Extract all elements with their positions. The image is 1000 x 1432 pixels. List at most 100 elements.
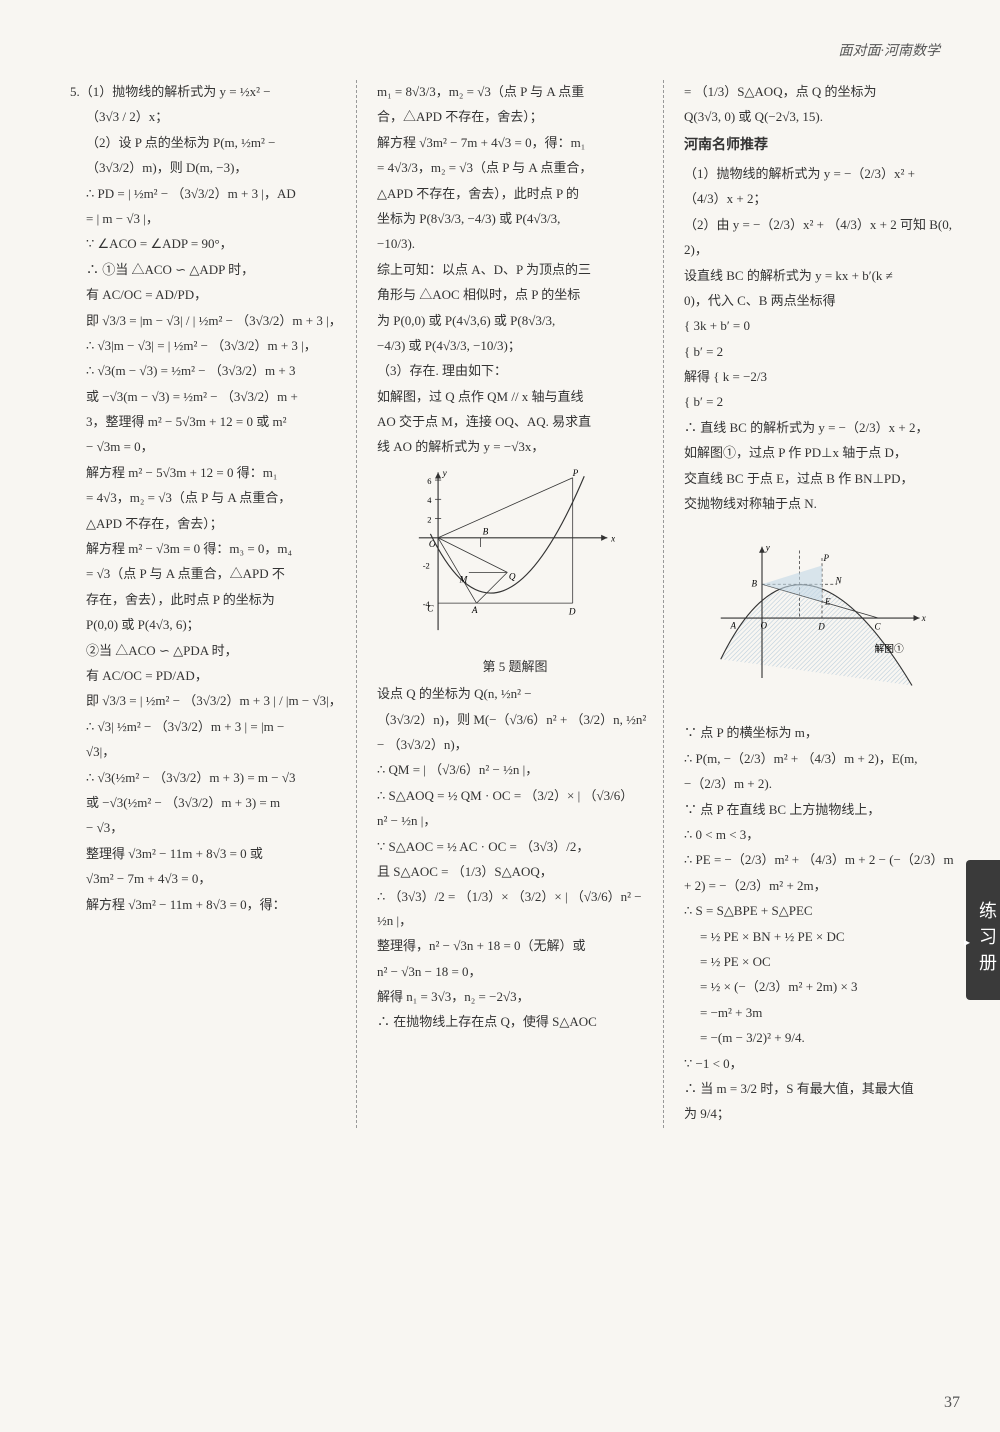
text-line: 为 P(0,0) 或 P(4√3,6) 或 P(8√3/3,: [377, 309, 653, 332]
text-line: 整理得，n² − √3n + 18 = 0（无解）或: [377, 934, 653, 957]
svg-text:Q: Q: [509, 571, 516, 581]
text-line: 即 √3/3 = |m − √3| / | ½m² − （3√3/2）m + 3…: [70, 309, 346, 332]
text-line: ∴ 直线 BC 的解析式为 y = −（2/3）x + 2，: [684, 416, 960, 439]
section-header: 河南名师推荐: [684, 133, 960, 158]
column-3: = （1/3）S△AOQ，点 Q 的坐标为 Q(3√3, 0) 或 Q(−2√3…: [674, 80, 970, 1128]
text-line: 或 −√3(m − √3) = ½m² − （3√3/2）m +: [70, 385, 346, 408]
text-line: 坐标为 P(8√3/3, −4/3) 或 P(4√3/3,: [377, 207, 653, 230]
text-line: − √3，: [70, 816, 346, 839]
text-line: 0)，代入 C、B 两点坐标得: [684, 289, 960, 312]
text-line: ∴ S = S△BPE + S△PEC: [684, 899, 960, 922]
text-line: 有 AC/OC = AD/PD，: [70, 283, 346, 306]
text-line: = ½ PE × OC: [684, 950, 960, 973]
svg-text:解图①: 解图①: [875, 642, 904, 655]
svg-text:6: 6: [427, 476, 431, 486]
text-line: 解方程 m² − 5√3m + 12 = 0 得：m₁: [70, 461, 346, 484]
text-line: ∴ √3| ½m² − （3√3/2）m + 3 | = |m −: [70, 715, 346, 738]
text-line: ②当 △ACO ∽ △PDA 时，: [70, 639, 346, 662]
svg-text:x: x: [610, 533, 615, 543]
text-line: ∴ QM = | （√3/6）n² − ½n |，: [377, 758, 653, 781]
text-line: △APD 不存在，舍去）；: [70, 512, 346, 535]
page-number: 37: [944, 1394, 960, 1412]
svg-text:P: P: [572, 468, 579, 478]
text-line: 有 AC/OC = PD/AD，: [70, 664, 346, 687]
text-line: ∴ PE = −（2/3）m² + （4/3）m + 2 − (−（2/3）m: [684, 848, 960, 871]
text-line: （2）设 P 点的坐标为 P(m, ½m² −: [70, 131, 346, 154]
text-line: { 3k + b′ = 0: [684, 314, 960, 337]
graph-caption: 第 5 题解图: [377, 655, 653, 678]
text-line: 线 AO 的解析式为 y = −√3x，: [377, 435, 653, 458]
svg-text:O: O: [761, 621, 768, 631]
text-line: = （1/3）S△AOQ，点 Q 的坐标为: [684, 80, 960, 103]
svg-text:D: D: [568, 607, 576, 617]
svg-text:C: C: [875, 622, 882, 632]
text-line: = −(m − 3/2)² + 9/4.: [684, 1026, 960, 1049]
text-line: 合，△APD 不存在，舍去）；: [377, 105, 653, 128]
text-line: 解方程 √3m² − 11m + 8√3 = 0，得：: [70, 893, 346, 916]
svg-text:A: A: [471, 605, 478, 615]
text-line: ∴ PD = | ½m² − （3√3/2）m + 3 |，AD: [70, 182, 346, 205]
text-line: ∵ 点 P 的横坐标为 m，: [684, 721, 960, 744]
text-line: ∵ ∠ACO = ∠ADP = 90°，: [70, 232, 346, 255]
svg-text:y: y: [442, 468, 448, 478]
text-line: 交直线 BC 于点 E，过点 B 作 BN⊥PD，: [684, 467, 960, 490]
text-line: m₁ = 8√3/3，m₂ = √3（点 P 与 A 点重: [377, 80, 653, 103]
text-line: √3|，: [70, 740, 346, 763]
solution-graph-1: x y A O D C B E N P 解图①: [717, 523, 927, 713]
text-line: ∴ S△AOQ = ½ QM · OC = （3/2）× | （√3/6）: [377, 784, 653, 807]
text-line: 解方程 m² − √3m = 0 得：m₃ = 0，m₄: [70, 537, 346, 560]
side-tab-label: 练习册: [977, 901, 997, 979]
text-line: n² − ½n |，: [377, 809, 653, 832]
svg-text:A: A: [730, 621, 737, 631]
text-line: ∵ S△AOC = ½ AC · OC = （3√3）/2，: [377, 835, 653, 858]
text-line: = | m − √3 |，: [70, 207, 346, 230]
text-line: 且 S△AOC = （1/3）S△AOQ，: [377, 860, 653, 883]
text-line: 存在，舍去），此时点 P 的坐标为: [70, 588, 346, 611]
text-line: 为 9/4；: [684, 1102, 960, 1125]
text-line: − √3m = 0，: [70, 435, 346, 458]
text-line: 即 √3/3 = | ½m² − （3√3/2）m + 3 | / |m − √…: [70, 689, 346, 712]
text-line: −10/3).: [377, 232, 653, 255]
text-line: （3√3/2）m)，则 D(m, −3)，: [70, 156, 346, 179]
text-line: ∴ ①当 △ACO ∽ △ADP 时，: [70, 258, 346, 281]
text-line: （2）由 y = −（2/3）x² + （4/3）x + 2 可知 B(0,: [684, 213, 960, 236]
text-line: = 4√3/3，m₂ = √3（点 P 与 A 点重合，: [377, 156, 653, 179]
chevron-right-icon: ▸: [959, 884, 974, 1000]
svg-text:O: O: [429, 539, 436, 549]
text-line: ∵ 点 P 在直线 BC 上方抛物线上，: [684, 798, 960, 821]
text-line: 整理得 √3m² − 11m + 8√3 = 0 或: [70, 842, 346, 865]
text-line: （3√3 / 2）x；: [70, 105, 346, 128]
text-line: ∴ √3|m − √3| = | ½m² − （3√3/2）m + 3 |，: [70, 334, 346, 357]
svg-text:x: x: [921, 613, 926, 623]
column-1: 5.（1）抛物线的解析式为 y = ½x² − （3√3 / 2）x； （2）设…: [60, 80, 357, 1128]
text-line: n² − √3n − 18 = 0，: [377, 960, 653, 983]
text-line: 5.（1）抛物线的解析式为 y = ½x² −: [70, 80, 346, 103]
text-line: { b′ = 2: [684, 390, 960, 413]
text-line: 设点 Q 的坐标为 Q(n, ½n² −: [377, 682, 653, 705]
text-line: 2)，: [684, 238, 960, 261]
svg-text:C: C: [427, 603, 434, 613]
text-line: （1）抛物线的解析式为 y = −（2/3）x² +: [684, 162, 960, 185]
text-line: 解方程 √3m² − 7m + 4√3 = 0，得：m₁: [377, 131, 653, 154]
svg-text:N: N: [835, 576, 843, 586]
text-line: ∴ 当 m = 3/2 时，S 有最大值，其最大值: [684, 1077, 960, 1100]
text-line: = ½ PE × BN + ½ PE × DC: [684, 925, 960, 948]
page: 面对面·河南数学 5.（1）抛物线的解析式为 y = ½x² − （3√3 / …: [0, 0, 1000, 1432]
svg-text:y: y: [765, 543, 770, 553]
text-line: = √3（点 P 与 A 点重合，△APD 不: [70, 562, 346, 585]
text-line: 角形与 △AOC 相似时，点 P 的坐标: [377, 283, 653, 306]
svg-text:D: D: [817, 622, 825, 632]
text-line: 解得 { k = −2/3: [684, 365, 960, 388]
text-line: ∴ （3√3）/2 = （1/3）× （3/2）× | （√3/6）n² − ½…: [377, 885, 653, 932]
text-line: √3m² − 7m + 4√3 = 0，: [70, 867, 346, 890]
svg-text:B: B: [752, 579, 758, 589]
side-tab: 练习册 ▸: [966, 860, 1000, 1000]
text-line: 如解图①，过点 P 作 PD⊥x 轴于点 D，: [684, 441, 960, 464]
text-line: （3√3/2）n)，则 M(−（√3/6）n² + （3/2）n, ½n²: [377, 708, 653, 731]
svg-text:2: 2: [427, 514, 431, 524]
text-line: − （3√3/2）n)，: [377, 733, 653, 756]
content-columns: 5.（1）抛物线的解析式为 y = ½x² − （3√3 / 2）x； （2）设…: [60, 80, 970, 1128]
text-line: −4/3) 或 P(4√3/3, −10/3)；: [377, 334, 653, 357]
text-line: 交抛物线对称轴于点 N.: [684, 492, 960, 515]
text-line: ∴ 0 < m < 3，: [684, 823, 960, 846]
